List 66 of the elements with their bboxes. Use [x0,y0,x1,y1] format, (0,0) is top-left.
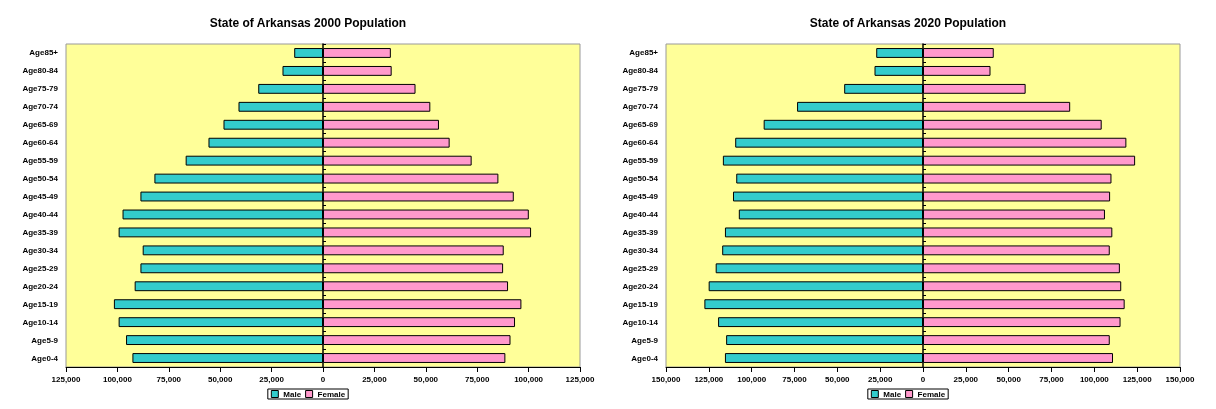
legend-label: Female [917,389,946,399]
x-tick-label: 50,000 [413,374,439,384]
x-tick-label: 100,000 [1079,374,1110,384]
legend-label: Male [283,389,302,399]
y-tick-label: Age40-44 [622,209,659,219]
y-tick-label: Age75-79 [622,84,659,94]
y-tick-label: Age15-19 [22,299,59,309]
y-tick-label: Age50-54 [622,174,659,184]
y-tick-label: Age80-84 [622,66,659,76]
x-tick-label: 125,000 [565,374,596,384]
y-tick-label: Age10-14 [622,317,659,327]
y-tick-label: Age15-19 [622,299,659,309]
x-tick-label: 150,000 [651,374,682,384]
y-tick-label: Age30-34 [22,245,59,255]
y-tick-label: Age35-39 [622,227,659,237]
x-tick-label: 50,000 [207,374,233,384]
y-tick-label: Age0-4 [31,353,59,363]
x-tick-label: 125,000 [694,374,724,384]
x-tick-label: 125,000 [51,374,82,384]
x-tick-label: 25,000 [867,374,893,384]
y-tick-label: Age25-29 [22,263,59,273]
x-tick-label: 75,000 [156,374,182,384]
y-tick-label: Age50-54 [22,174,59,184]
chart-title: State of Arkansas 2020 Population [809,16,1007,30]
y-tick-label: Age10-14 [22,317,59,327]
y-tick-label: Age55-59 [22,156,59,166]
y-tick-label: Age85+ [629,48,659,58]
x-tick-label: 100,000 [514,374,544,384]
y-tick-label: Age60-64 [22,138,59,148]
y-tick-label: Age25-29 [622,263,659,273]
y-tick-label: Age5-9 [631,335,659,345]
y-tick-label: Age55-59 [622,156,659,166]
y-tick-label: Age45-49 [22,192,59,202]
x-tick-label: 100,000 [102,374,133,384]
y-tick-label: Age40-44 [22,209,59,219]
x-tick-label: 125,000 [1122,374,1153,384]
y-tick-label: Age35-39 [22,227,59,237]
x-tick-label: 50,000 [825,374,851,384]
y-tick-label: Age5-9 [31,335,59,345]
y-tick-label: Age80-84 [22,66,59,76]
y-tick-label: Age60-64 [622,138,659,148]
x-tick-label: 75,000 [464,374,490,384]
chart-title: State of Arkansas 2000 Population [209,16,407,30]
y-tick-label: Age0-4 [631,353,659,363]
y-tick-label: Age70-74 [22,102,59,112]
y-tick-label: Age70-74 [622,102,659,112]
x-tick-label: 150,000 [1165,374,1196,384]
x-tick-label: 25,000 [259,374,285,384]
x-tick-label: 100,000 [737,374,767,384]
x-tick-label: 25,000 [953,374,979,384]
y-tick-label: Age65-69 [22,120,59,130]
y-tick-label: Age45-49 [622,192,659,202]
x-tick-label: 50,000 [996,374,1022,384]
x-tick-label: 0 [920,374,926,384]
y-tick-label: Age65-69 [622,120,659,130]
y-tick-label: Age75-79 [22,84,59,94]
y-tick-label: Age20-24 [622,281,659,291]
x-tick-label: 25,000 [362,374,388,384]
x-tick-label: 0 [320,374,326,384]
x-tick-label: 75,000 [782,374,808,384]
y-tick-label: Age20-24 [22,281,59,291]
x-tick-label: 75,000 [1039,374,1065,384]
legend-label: Male [883,389,902,399]
y-tick-label: Age30-34 [622,245,659,255]
y-tick-label: Age85+ [29,48,59,58]
legend-label: Female [317,389,346,399]
